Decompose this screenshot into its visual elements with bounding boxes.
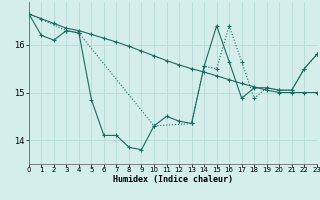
X-axis label: Humidex (Indice chaleur): Humidex (Indice chaleur) xyxy=(113,175,233,184)
